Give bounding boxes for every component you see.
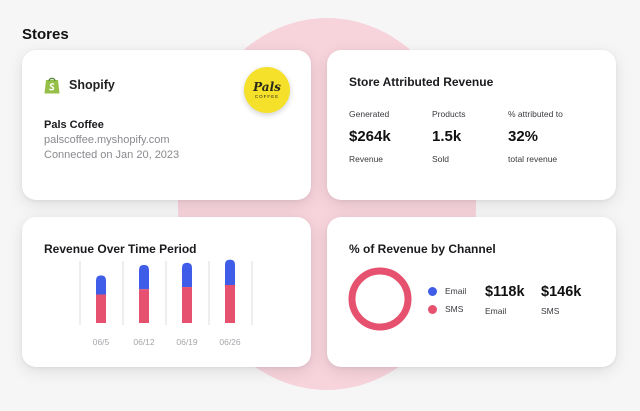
channel-metric-label: Email (485, 306, 507, 316)
store-card-shopify[interactable]: Shopify Pals COFFEE Pals Coffee palscoff… (22, 50, 311, 200)
store-logo-subtext: COFFEE (254, 93, 280, 99)
bar-segment-email (139, 264, 149, 290)
attributed-revenue-title: Store Attributed Revenue (349, 75, 494, 89)
channel-metric-label: SMS (541, 306, 560, 316)
channel-donut-chart (348, 267, 412, 331)
metric-products: Products 1.5k Sold (432, 109, 466, 164)
revenue-bar-chart: 06/5 06/12 06/19 06/26 (79, 259, 253, 347)
bar-segment-email (96, 275, 106, 295)
x-tick-label: 06/12 (133, 337, 155, 347)
metric-value: 32% (508, 128, 539, 145)
x-tick-label: 06/5 (93, 337, 110, 347)
page-title: Stores (22, 26, 69, 43)
channel-metric-email: $118k Email (485, 284, 525, 316)
revenue-by-channel-card: % of Revenue by Channel Email SMS $118k … (327, 217, 616, 367)
bar-segment-email (225, 259, 235, 285)
metric-sublabel: total revenue (508, 154, 558, 164)
store-logo-text: Pals (253, 79, 281, 94)
metric-sublabel: Sold (432, 154, 450, 164)
legend-dot-email (428, 286, 437, 296)
store-domain: palscoffee.myshopify.com (44, 134, 170, 146)
channel-metric-sms: $146k SMS (541, 284, 581, 316)
metric-sublabel: Revenue (349, 154, 384, 164)
legend-label: Email (445, 286, 467, 296)
metric-value: 1.5k (432, 128, 462, 145)
bar-segment-sms (182, 287, 192, 323)
x-tick-label: 06/19 (176, 337, 198, 347)
metric-label: Generated (349, 109, 390, 119)
legend-item-email: Email (428, 286, 466, 296)
bar-segment-email (182, 262, 192, 288)
legend-label: SMS (445, 304, 464, 314)
metric-generated: Generated $264k Revenue (349, 109, 391, 164)
metric-label: Products (432, 109, 466, 119)
bar-segment-sms (96, 294, 106, 323)
bar-segment-sms (139, 289, 149, 323)
store-name: Pals Coffee (44, 119, 104, 131)
metric-value: $264k (349, 128, 391, 145)
x-tick-label: 06/26 (219, 337, 241, 347)
revenue-over-time-title: Revenue Over Time Period (44, 242, 197, 256)
channel-metric-value: $146k (541, 284, 582, 300)
metric-attributed: % attributed to 32% total revenue (508, 109, 563, 164)
bar-segment-sms (225, 284, 235, 323)
legend-item-sms: SMS (428, 304, 463, 314)
metric-label: % attributed to (508, 109, 563, 119)
shopify-bag-icon (44, 77, 60, 94)
channel-metric-value: $118k (485, 284, 525, 300)
attributed-revenue-card: Store Attributed Revenue Generated $264k… (327, 50, 616, 200)
store-connected-date: Connected on Jan 20, 2023 (44, 149, 180, 161)
store-logo: Pals COFFEE (244, 67, 290, 113)
platform-name: Shopify (69, 78, 115, 92)
revenue-over-time-card: Revenue Over Time Period 06/5 06/12 06/19 0… (22, 217, 311, 367)
donut-ring (348, 267, 412, 331)
revenue-by-channel-title: % of Revenue by Channel (349, 242, 496, 256)
legend-dot-sms (428, 304, 437, 314)
